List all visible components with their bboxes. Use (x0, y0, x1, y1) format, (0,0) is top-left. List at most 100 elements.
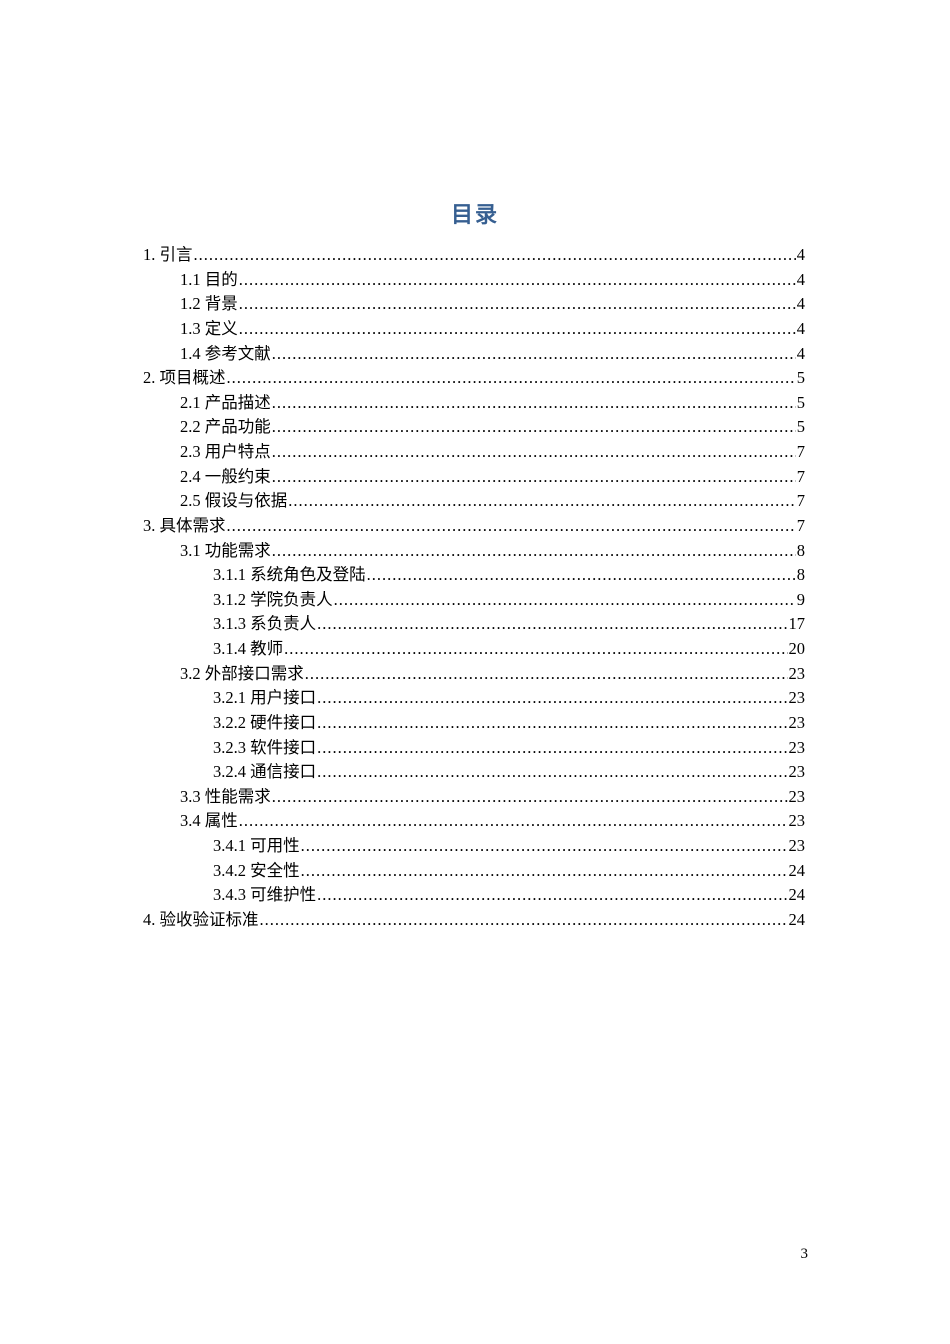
toc-dots-leader (239, 317, 796, 342)
toc-entry-label: 2.2 产品功能 (180, 417, 271, 437)
toc-entry[interactable]: 3.4 属性 23 (143, 809, 805, 834)
toc-entry-label: 3.2.4 通信接口 (213, 762, 317, 782)
toc-dots-leader (272, 539, 796, 564)
toc-dots-leader (272, 465, 796, 490)
toc-dots-leader (288, 489, 796, 514)
toc-entry-label: 3.2.1 用户接口 (213, 688, 317, 708)
toc-entry[interactable]: 3.4.1 可用性 23 (143, 834, 805, 859)
toc-entry[interactable]: 3.1 功能需求 8 (143, 539, 805, 564)
toc-entry[interactable]: 3.2.3 软件接口 23 (143, 736, 805, 761)
toc-dots-leader (272, 440, 796, 465)
toc-entry-label: 1. 引言 (143, 245, 193, 264)
toc-entry[interactable]: 1.4 参考文献 4 (143, 342, 805, 367)
toc-entry-page: 23 (788, 688, 806, 708)
toc-list: 1. 引言 4 1.1 目的 4 1.2 背景 4 1.3 定义 4 1.4 参考文献 4 2. 项… (143, 243, 805, 933)
toc-dots-leader (334, 588, 796, 613)
toc-entry-label: 3.1.1 系统角色及登陆 (213, 565, 366, 585)
toc-dots-leader (272, 342, 796, 367)
toc-entry[interactable]: 1.2 背景 4 (143, 292, 805, 317)
toc-entry-label: 1.2 背景 (180, 294, 238, 314)
toc-dots-leader (301, 834, 788, 859)
toc-entry-label: 2.3 用户特点 (180, 442, 271, 461)
toc-entry[interactable]: 2.4 一般约束 7 (143, 465, 805, 490)
toc-entry-page: 8 (796, 565, 805, 585)
toc-entry-page: 24 (788, 885, 806, 905)
toc-entry-label: 3.1.3 系负责人 (213, 614, 317, 634)
toc-entry-page: 24 (788, 860, 806, 880)
toc-dots-leader (317, 686, 787, 711)
toc-entry-page: 20 (788, 639, 806, 658)
toc-entry[interactable]: 1.1 目的 4 (143, 268, 805, 293)
toc-entry-page: 4 (796, 269, 805, 289)
toc-entry-label: 2.5 假设与依据 (180, 491, 288, 511)
toc-entry-label: 2.1 产品描述 (180, 392, 271, 412)
toc-dots-leader (317, 736, 787, 761)
toc-entry[interactable]: 3.4.3 可维护性 24 (143, 883, 805, 908)
toc-entry-page: 4 (796, 245, 805, 264)
toc-entry[interactable]: 3.2.4 通信接口 23 (143, 760, 805, 785)
toc-entry[interactable]: 3.2.1 用户接口 23 (143, 686, 805, 711)
toc-entry[interactable]: 2.3 用户特点 7 (143, 440, 805, 465)
toc-entry-label: 1.1 目的 (180, 269, 238, 289)
toc-entry[interactable]: 2.1 产品描述 5 (143, 391, 805, 416)
toc-entry-page: 23 (788, 836, 806, 855)
toc-entry-label: 3.1.2 学院负责人 (213, 589, 333, 609)
toc-dots-leader (305, 662, 788, 687)
toc-entry[interactable]: 3.4.2 安全性 24 (143, 859, 805, 884)
toc-entry-label: 1.4 参考文献 (180, 343, 271, 363)
toc-entry[interactable]: 3.1.4 教师 20 (143, 637, 805, 662)
toc-entry[interactable]: 3. 具体需求 7 (143, 514, 805, 539)
toc-entry-page: 4 (796, 318, 805, 338)
toc-entry-page: 4 (796, 343, 805, 363)
toc-entry[interactable]: 2. 项目概述 5 (143, 366, 805, 391)
toc-dots-leader (194, 243, 796, 268)
toc-entry-page: 9 (796, 589, 805, 609)
toc-entry[interactable]: 2.2 产品功能 5 (143, 415, 805, 440)
toc-entry-page: 23 (788, 663, 806, 683)
toc-title: 目录 (450, 202, 499, 227)
toc-entry-label: 3.4.1 可用性 (213, 836, 300, 855)
toc-dots-leader (367, 563, 796, 588)
toc-dots-leader (317, 883, 787, 908)
toc-entry-page: 23 (788, 762, 806, 782)
toc-entry-label: 3.4.2 安全性 (213, 860, 300, 880)
toc-dots-leader (239, 809, 788, 834)
toc-entry[interactable]: 4. 验收验证标准 24 (143, 908, 805, 933)
toc-entry-page: 5 (796, 417, 805, 437)
toc-entry-page: 4 (796, 294, 805, 314)
toc-entry-page: 23 (788, 737, 806, 757)
toc-entry-page: 23 (788, 811, 806, 831)
toc-entry-page: 5 (796, 392, 805, 412)
toc-entry-page: 7 (796, 442, 805, 461)
toc-dots-leader (227, 514, 796, 539)
toc-entry-label: 3. 具体需求 (143, 515, 226, 535)
toc-entry-page: 8 (796, 540, 805, 560)
toc-entry-label: 3.2.3 软件接口 (213, 737, 317, 757)
toc-entry[interactable]: 3.1.3 系负责人 17 (143, 612, 805, 637)
toc-dots-leader (284, 637, 787, 662)
toc-dots-leader (239, 268, 796, 293)
toc-entry[interactable]: 3.1.1 系统角色及登陆 8 (143, 563, 805, 588)
toc-entry[interactable]: 3.1.2 学院负责人 9 (143, 588, 805, 613)
toc-entry-page: 7 (796, 466, 805, 486)
toc-entry-label: 2.4 一般约束 (180, 466, 271, 486)
toc-entry-page: 23 (788, 712, 806, 732)
toc-entry[interactable]: 2.5 假设与依据 7 (143, 489, 805, 514)
toc-dots-leader (317, 711, 787, 736)
toc-dots-leader (239, 292, 796, 317)
toc-entry-label: 4. 验收验证标准 (143, 909, 259, 929)
toc-dots-leader (272, 391, 796, 416)
toc-entry-page: 5 (796, 368, 805, 388)
toc-entry[interactable]: 1.3 定义 4 (143, 317, 805, 342)
toc-entry[interactable]: 1. 引言 4 (143, 243, 805, 268)
toc-entry[interactable]: 3.2 外部接口需求 23 (143, 662, 805, 687)
page-number: 3 (800, 1246, 809, 1262)
toc-dots-leader (301, 859, 788, 884)
toc-entry[interactable]: 3.3 性能需求 23 (143, 785, 805, 810)
toc-entry-label: 3.4.3 可维护性 (213, 885, 317, 905)
toc-entry[interactable]: 3.2.2 硬件接口 23 (143, 711, 805, 736)
toc-dots-leader (317, 612, 787, 637)
toc-entry-label: 3.2.2 硬件接口 (213, 712, 317, 732)
toc-entry-label: 1.3 定义 (180, 318, 238, 338)
